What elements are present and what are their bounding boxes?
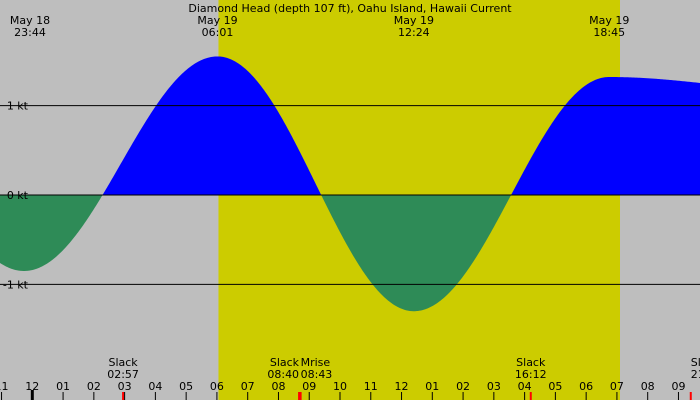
x-tick-label: 10 <box>333 380 347 393</box>
slack-time: 21:2 <box>691 368 700 381</box>
x-axis-ticks: 11 12 01 02 03 04 05 06 07 08 09 10 11 12 01 02 03 04 05 06… <box>0 380 685 400</box>
y-gridlines <box>0 105 700 285</box>
ebb-area <box>0 195 700 312</box>
flood-area <box>0 56 700 195</box>
x-tick-label: 03 <box>487 380 501 393</box>
x-tick-label: 12 <box>395 380 409 393</box>
x-tick-label: 05 <box>179 380 193 393</box>
extreme-time-label: 12:24 <box>398 26 430 39</box>
extreme-date-label: May 18 <box>10 14 50 27</box>
current-areas <box>0 56 700 312</box>
x-tick-label: 06 <box>579 380 593 393</box>
x-tick-label: 08 <box>641 380 655 393</box>
x-tick-label: 09 <box>671 380 685 393</box>
x-tick-label: 04 <box>148 380 162 393</box>
extreme-date-label: May 19 <box>589 14 629 27</box>
chart-title: Diamond Head (depth 107 ft), Oahu Island… <box>188 2 512 15</box>
x-tick-label: 11 <box>0 380 9 393</box>
x-tick-label: 09 <box>302 380 316 393</box>
slack-labels: Slack02:57Slack08:40Slack16:12Slack21:2M… <box>107 356 700 400</box>
x-tick-label: 02 <box>456 380 470 393</box>
extreme-date-label: May 19 <box>197 14 237 27</box>
x-tick-label: 11 <box>364 380 378 393</box>
x-tick-label: 12 <box>25 380 39 393</box>
x-tick-label: 08 <box>271 380 285 393</box>
x-tick-label: 07 <box>241 380 255 393</box>
x-tick-label: 04 <box>518 380 532 393</box>
y-tick-label: 1 kt <box>7 100 29 113</box>
slack-label: Slack <box>516 356 546 369</box>
x-tick-label: 01 <box>425 380 439 393</box>
extreme-time-label: 18:45 <box>593 26 625 39</box>
extreme-time-label: 06:01 <box>202 26 234 39</box>
x-tick-label: 07 <box>610 380 624 393</box>
slack-time: 16:12 <box>515 368 547 381</box>
x-tick-label: 03 <box>118 380 132 393</box>
extreme-date-label: May 19 <box>394 14 434 27</box>
x-tick-label: 06 <box>210 380 224 393</box>
x-tick-label: 05 <box>548 380 562 393</box>
y-tick-label: -1 kt <box>3 278 29 291</box>
y-tick-label: 0 kt <box>7 189 29 202</box>
slack-time: 02:57 <box>107 368 139 381</box>
slack-time: 08:40 <box>267 368 299 381</box>
slack-label: Slack <box>108 356 138 369</box>
moonrise-label: Mrise <box>301 356 331 369</box>
x-tick-label: 02 <box>87 380 101 393</box>
slack-label: Slack <box>691 356 700 369</box>
extreme-time-label: 23:44 <box>14 26 46 39</box>
slack-label: Slack <box>270 356 300 369</box>
y-axis-labels: 1 kt 0 kt -1 kt <box>3 100 29 292</box>
moonrise-time: 08:43 <box>301 368 333 381</box>
x-tick-label: 01 <box>56 380 70 393</box>
